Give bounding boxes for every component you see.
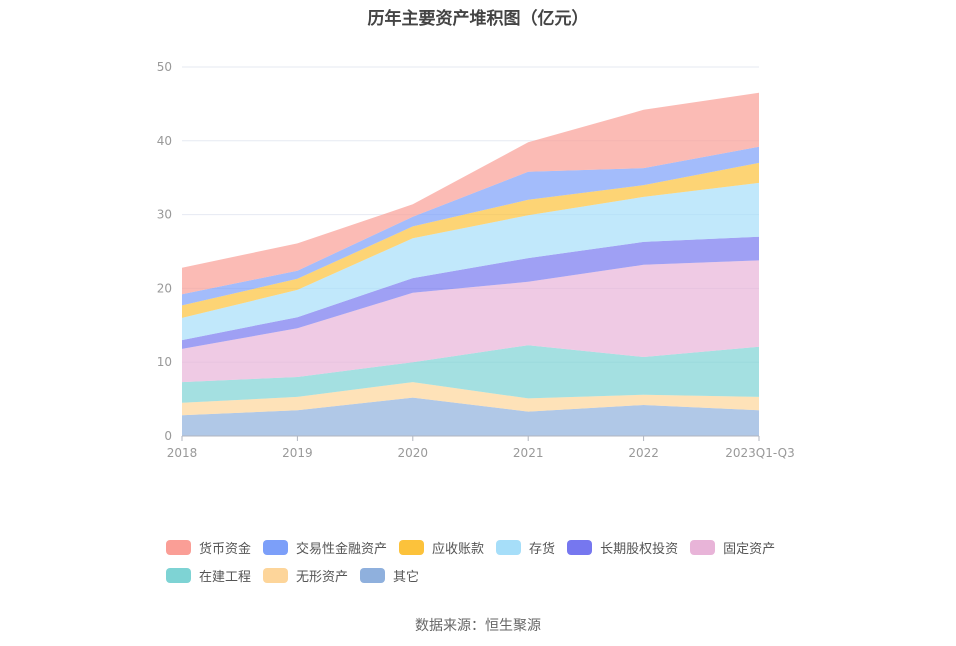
- x-tick-label: 2019: [282, 446, 313, 460]
- area-series-6[interactable]: [182, 162, 759, 318]
- y-tick-label: 20: [157, 281, 172, 295]
- stacked-area-chart: 0 10 20 30 40 50 2018 2019 2020 2021 2022 2023Q1-Q…: [157, 60, 795, 460]
- legend-item[interactable]: 货币资金: [166, 538, 251, 557]
- legend-item[interactable]: 交易性金融资产: [263, 538, 387, 557]
- legend: 货币资金 交易性金融资产 应收账款 存货 长期股权投资 固定资产 在建工程 无形资产 其它: [166, 533, 806, 589]
- x-tick-label: 2022: [628, 446, 659, 460]
- legend-row: 在建工程 无形资产 其它: [166, 561, 806, 589]
- legend-label: 货币资金: [199, 541, 252, 557]
- x-tick-label: 2018: [167, 446, 198, 460]
- legend-label: 存货: [529, 541, 556, 557]
- legend-swatch: [166, 567, 191, 583]
- legend-swatch: [496, 539, 522, 555]
- legend-item[interactable]: 长期股权投资: [567, 538, 678, 557]
- legend-item[interactable]: 在建工程: [166, 566, 251, 585]
- legend-swatch: [360, 567, 386, 583]
- legend-label: 在建工程: [199, 569, 252, 585]
- area-series-8[interactable]: [182, 92, 759, 295]
- y-tick-label: 10: [157, 355, 172, 369]
- x-tick-label: 2021: [513, 446, 544, 460]
- legend-label: 长期股权投资: [600, 541, 679, 557]
- area-series-3[interactable]: [182, 260, 759, 383]
- legend-swatch: [263, 539, 289, 555]
- area-series: [182, 92, 759, 436]
- area-series-1[interactable]: [182, 382, 759, 416]
- area-series-7[interactable]: [182, 146, 759, 306]
- legend-label: 交易性金融资产: [296, 541, 388, 557]
- legend-item[interactable]: 存货: [496, 538, 555, 557]
- legend-item[interactable]: 无形资产: [263, 566, 348, 585]
- data-source: 数据来源：恒生聚源: [415, 618, 541, 634]
- legend-swatch: [166, 539, 191, 555]
- legend-swatch: [567, 539, 593, 555]
- legend-label: 固定资产: [723, 541, 776, 557]
- y-tick-label: 40: [157, 134, 172, 148]
- y-tick-label: 50: [157, 60, 172, 74]
- x-tick-label: 2023Q1-Q3: [725, 446, 794, 460]
- chart-title: 历年主要资产堆积图（亿元）: [367, 9, 589, 29]
- y-tick-label: 0: [164, 429, 172, 443]
- legend-label: 其它: [393, 569, 420, 585]
- legend-item[interactable]: 固定资产: [690, 538, 775, 557]
- area-series-0[interactable]: [182, 397, 759, 436]
- legend-swatch: [263, 567, 289, 583]
- legend-item[interactable]: 其它: [360, 566, 419, 585]
- area-series-5[interactable]: [182, 182, 759, 341]
- legend-row: 货币资金 交易性金融资产 应收账款 存货 长期股权投资 固定资产: [166, 533, 806, 561]
- area-series-2[interactable]: [182, 345, 759, 403]
- y-tick-label: 30: [157, 208, 172, 222]
- legend-item[interactable]: 应收账款: [399, 538, 484, 557]
- legend-swatch: [690, 539, 716, 555]
- x-tick-label: 2020: [398, 446, 429, 460]
- axes: 2018 2019 2020 2021 2022 2023Q1-Q3: [167, 435, 795, 460]
- legend-label: 应收账款: [432, 541, 485, 557]
- legend-label: 无形资产: [296, 569, 349, 585]
- legend-swatch: [399, 539, 425, 555]
- area-series-4[interactable]: [182, 236, 759, 349]
